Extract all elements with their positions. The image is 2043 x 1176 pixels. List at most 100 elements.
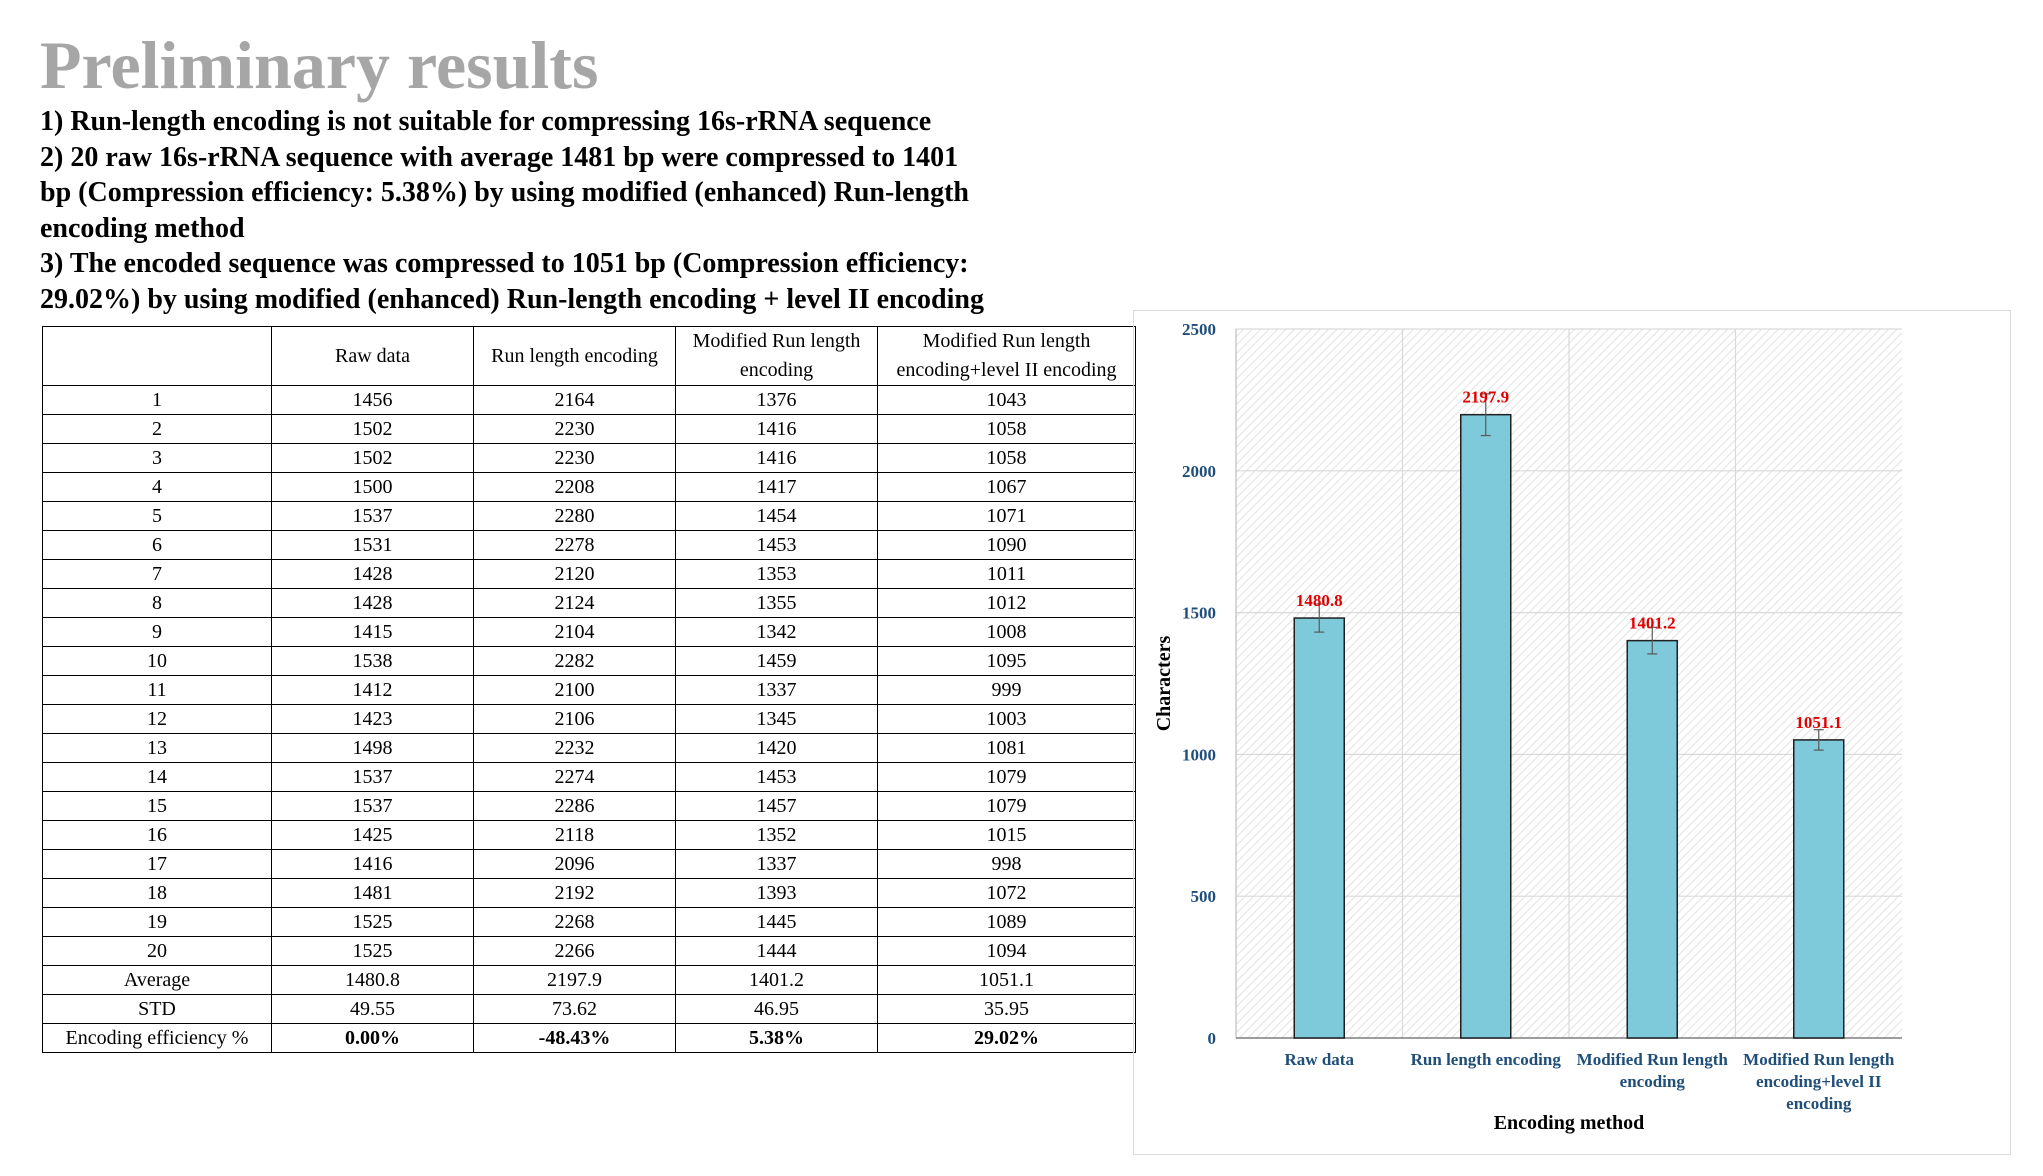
table-cell: 2: [42, 414, 272, 444]
table-cell: 2096: [473, 849, 676, 879]
table-cell: 1079: [877, 762, 1136, 792]
table-cell: 1500: [271, 472, 474, 502]
bar-chart: 0 500 1000 1500 2000 2500 1480.8 Raw data 2197.9…: [1133, 310, 2011, 1155]
table-row: 12 1423 2106 1345 1003: [42, 704, 1136, 734]
x-tick-label: Run length encoding: [1411, 1050, 1562, 1069]
table-cell: 2286: [473, 791, 676, 821]
table-cell: 1345: [675, 704, 878, 734]
table-cell: 2120: [473, 559, 676, 589]
table-cell: Average: [42, 965, 272, 995]
table-cell: 1453: [675, 762, 878, 792]
table-cell: 13: [42, 733, 272, 763]
finding-line: bp (Compression efficiency: 5.38%) by us…: [40, 177, 969, 208]
table-cell: 1425: [271, 820, 474, 850]
y-tick-label: 2000: [1182, 462, 1216, 481]
findings-list: 1) Run-length encoding is not suitable f…: [40, 104, 1080, 317]
data-label: 2197.9: [1462, 388, 1509, 407]
table-cell: 2268: [473, 907, 676, 937]
table-cell: 1355: [675, 588, 878, 618]
table-cell: 14: [42, 762, 272, 792]
table-cell: 1498: [271, 733, 474, 763]
table-cell: 5.38%: [675, 1023, 878, 1053]
table-header-cell: Raw data: [271, 326, 474, 386]
table-cell: 1444: [675, 936, 878, 966]
table-row: 4 1500 2208 1417 1067: [42, 472, 1136, 502]
table-cell: 999: [877, 675, 1136, 705]
table-cell: 1337: [675, 675, 878, 705]
table-cell: 17: [42, 849, 272, 879]
table-cell: 1454: [675, 501, 878, 531]
y-tick-label: 2500: [1182, 320, 1216, 339]
table-cell: 1456: [271, 385, 474, 415]
table-cell: 1342: [675, 617, 878, 647]
table-cell: 2192: [473, 878, 676, 908]
table-cell: 19: [42, 907, 272, 937]
table-cell: 1531: [271, 530, 474, 560]
table-header-row: Raw data Run length encoding Modified Run …: [42, 326, 1136, 386]
table-body: 1 1456 2164 1376 1043 2 1502 2230 1416 1058 3 1502 2…: [42, 385, 1136, 1053]
x-tick-label: Raw data: [1285, 1050, 1355, 1069]
table-cell: 1011: [877, 559, 1136, 589]
table-cell: 2104: [473, 617, 676, 647]
table-cell: 1459: [675, 646, 878, 676]
results-table: Raw data Run length encoding Modified Run …: [42, 326, 1136, 1053]
finding-line: 1) Run-length encoding is not suitable f…: [40, 106, 932, 137]
table-cell: 1480.8: [271, 965, 474, 995]
table-cell: 1525: [271, 936, 474, 966]
table-cell: 1415: [271, 617, 474, 647]
table-cell: 1502: [271, 443, 474, 473]
table-cell: 2232: [473, 733, 676, 763]
table-cell: 1352: [675, 820, 878, 850]
table-cell: 1428: [271, 559, 474, 589]
table-cell: 1090: [877, 530, 1136, 560]
table-cell: Encoding efficiency %: [42, 1023, 272, 1053]
bar: [1293, 617, 1345, 1039]
table-row: 18 1481 2192 1393 1072: [42, 878, 1136, 908]
table-cell: 1072: [877, 878, 1136, 908]
table-cell: 1457: [675, 791, 878, 821]
table-cell: 1094: [877, 936, 1136, 966]
table-row: Encoding efficiency % 0.00% -48.43% 5.38% 29…: [42, 1023, 1136, 1053]
x-tick-label: Modified Run length encoding+level II enco…: [1743, 1050, 1895, 1113]
table-cell: 1420: [675, 733, 878, 763]
slide-title: Preliminary results: [40, 27, 599, 103]
table-row: 13 1498 2232 1420 1081: [42, 733, 1136, 763]
table-cell: 2230: [473, 414, 676, 444]
table-cell: 2124: [473, 588, 676, 618]
y-tick-label: 1000: [1182, 745, 1216, 764]
table-cell: 1393: [675, 878, 878, 908]
table-row: 16 1425 2118 1352 1015: [42, 820, 1136, 850]
table-cell: 1537: [271, 501, 474, 531]
table-cell: 1051.1: [877, 965, 1136, 995]
table-cell: 1502: [271, 414, 474, 444]
table-cell: 1095: [877, 646, 1136, 676]
table-cell: 8: [42, 588, 272, 618]
chart-svg: 0 500 1000 1500 2000 2500 1480.8 Raw data 2197.9…: [1153, 320, 1902, 1134]
table-row: 15 1537 2286 1457 1079: [42, 791, 1136, 821]
table-cell: 1537: [271, 791, 474, 821]
table-cell: 1417: [675, 472, 878, 502]
table-header-cell: Modified Run length encoding+level II en…: [877, 326, 1136, 386]
table-row: 10 1538 2282 1459 1095: [42, 646, 1136, 676]
table-cell: 2118: [473, 820, 676, 850]
bar: [1460, 413, 1512, 1039]
table-cell: 4: [42, 472, 272, 502]
table-cell: 2164: [473, 385, 676, 415]
table-cell: 49.55: [271, 994, 474, 1024]
x-tick-label: Modified Run length encoding: [1577, 1050, 1729, 1091]
table-cell: 18: [42, 878, 272, 908]
table-header-cell: Modified Run length encoding: [675, 326, 878, 386]
table-cell: 12: [42, 704, 272, 734]
table-row: 19 1525 2268 1445 1089: [42, 907, 1136, 937]
table-cell: 11: [42, 675, 272, 705]
table-cell: 1: [42, 385, 272, 415]
y-tick-label: 1500: [1182, 604, 1216, 623]
table-cell: 2100: [473, 675, 676, 705]
table-cell: 998: [877, 849, 1136, 879]
table-cell: 1337: [675, 849, 878, 879]
table-row: 9 1415 2104 1342 1008: [42, 617, 1136, 647]
table-cell: 1538: [271, 646, 474, 676]
table-cell: 1537: [271, 762, 474, 792]
table-header-cell: [42, 326, 272, 386]
table-cell: 35.95: [877, 994, 1136, 1024]
